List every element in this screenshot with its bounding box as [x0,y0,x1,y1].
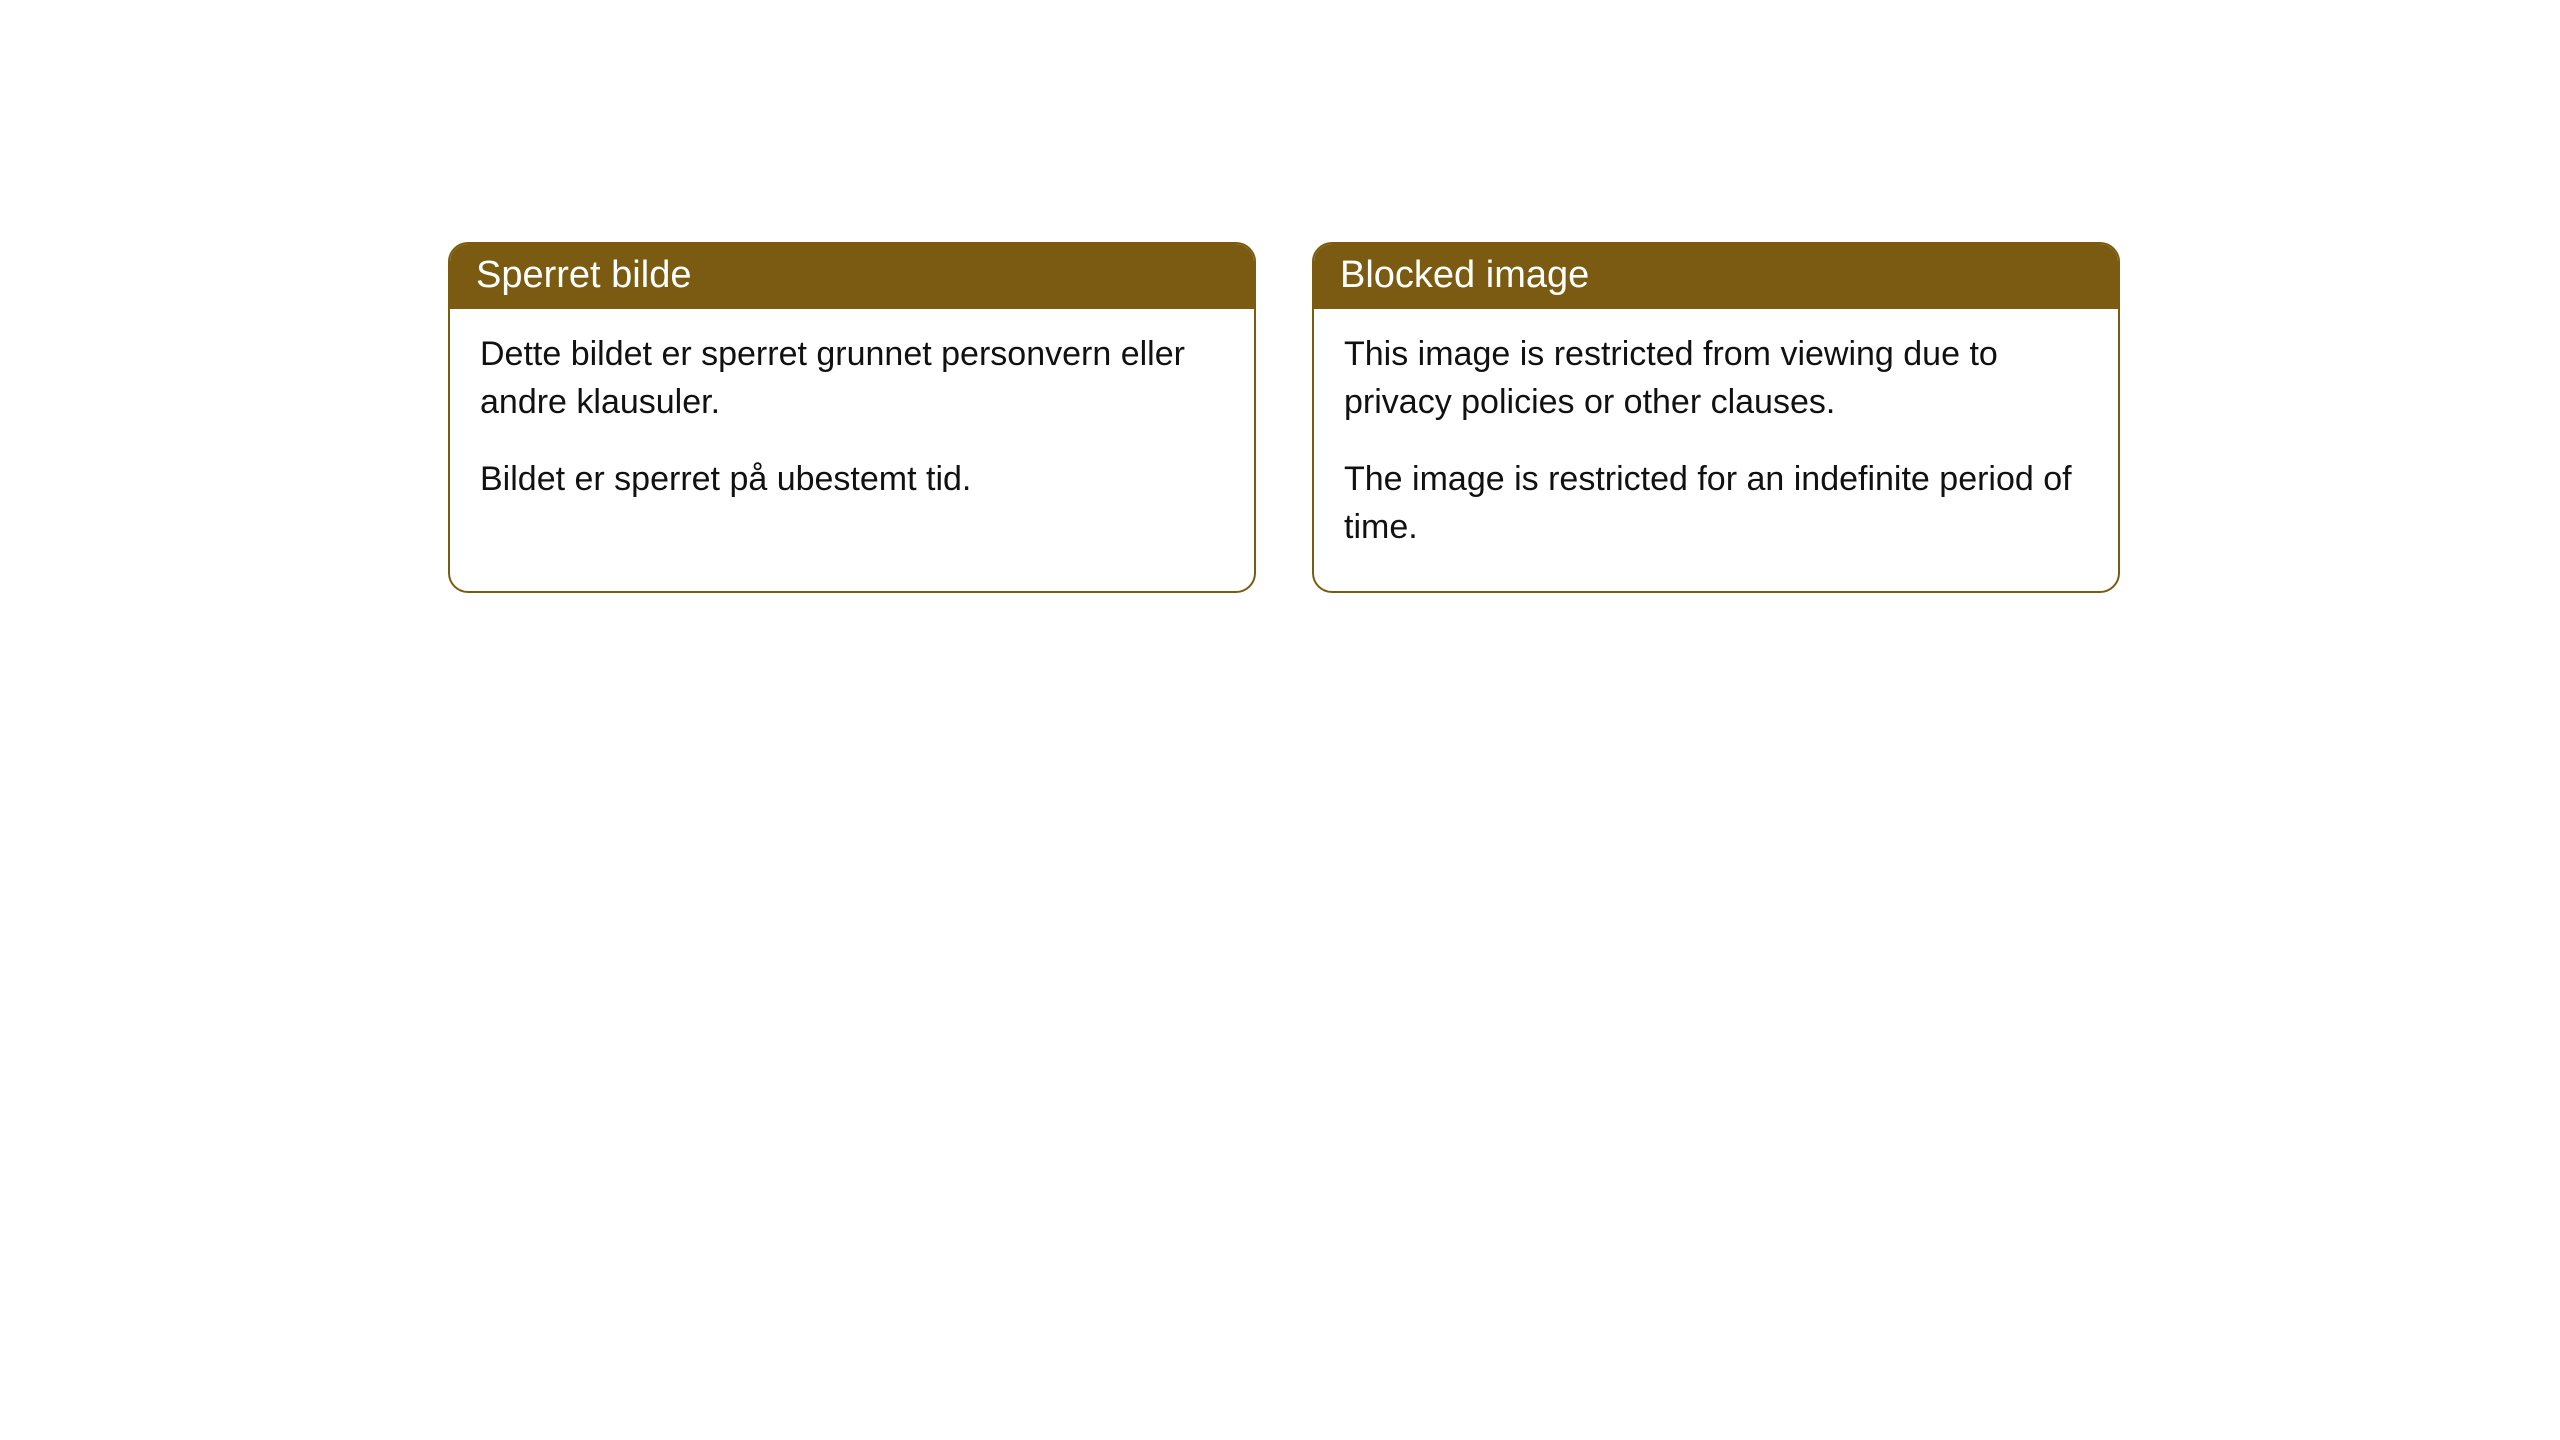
blocked-image-card-en: Blocked image This image is restricted f… [1312,242,2120,593]
card-title: Blocked image [1340,254,1589,296]
card-body: This image is restricted from viewing du… [1314,309,2118,591]
notice-container: Sperret bilde Dette bildet er sperret gr… [0,0,2560,593]
card-body: Dette bildet er sperret grunnet personve… [450,309,1254,544]
card-title: Sperret bilde [476,254,691,296]
card-paragraph-1: This image is restricted from viewing du… [1344,331,2088,426]
card-paragraph-1: Dette bildet er sperret grunnet personve… [480,331,1224,426]
blocked-image-card-no: Sperret bilde Dette bildet er sperret gr… [448,242,1256,593]
card-header: Sperret bilde [450,244,1254,309]
card-paragraph-2: The image is restricted for an indefinit… [1344,456,2088,551]
card-paragraph-2: Bildet er sperret på ubestemt tid. [480,456,1224,504]
card-header: Blocked image [1314,244,2118,309]
